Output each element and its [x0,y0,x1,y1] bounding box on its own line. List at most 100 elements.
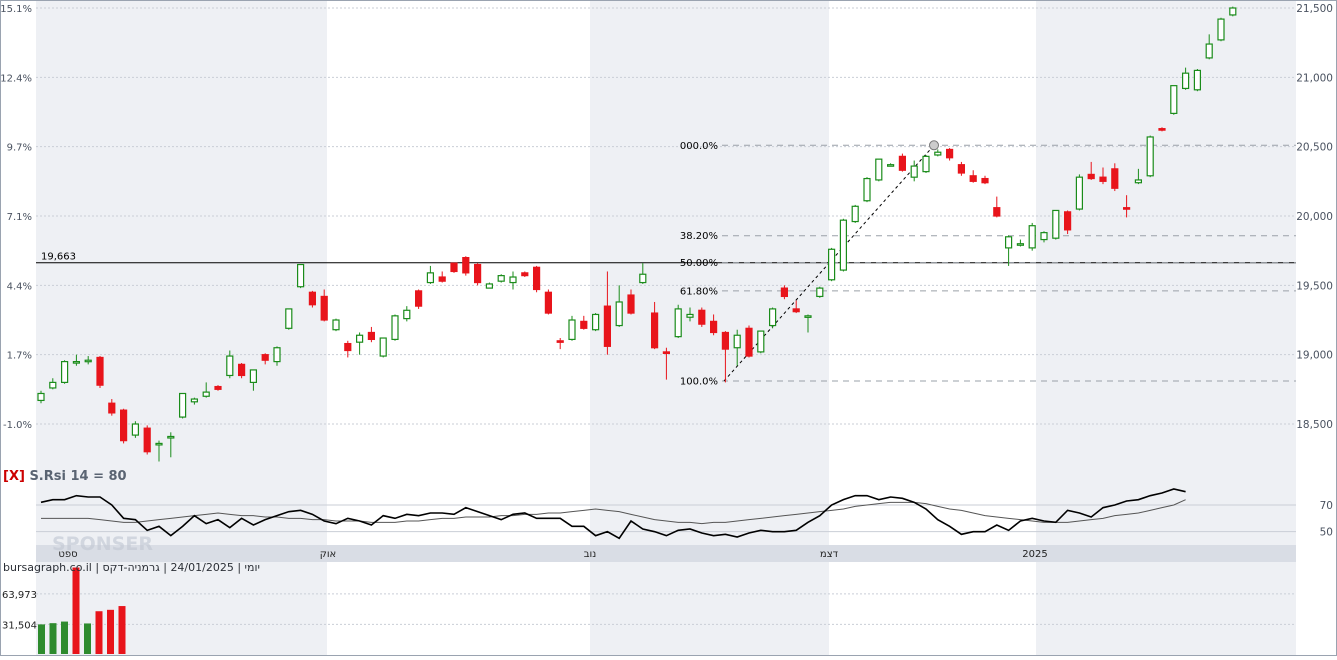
candle-body [1075,176,1084,210]
candle [226,350,234,379]
candle-body [1111,168,1119,189]
candle [934,149,942,157]
month-label: 2025 [1022,549,1047,560]
candle [497,274,505,283]
candle-body [226,355,234,377]
candle [261,353,269,365]
candle-body [1193,69,1202,91]
candle [981,175,989,185]
candle [969,170,977,183]
candle [768,307,777,329]
candle [532,265,541,293]
candle-body [60,361,69,384]
right-axis-bg [1296,0,1337,656]
candle-body [1063,211,1072,231]
candle-body [1170,85,1178,114]
candle-body [863,177,871,202]
candle [1111,163,1119,192]
candle-body [839,219,848,271]
fib-handle [929,140,939,151]
candle-body [639,273,647,284]
rsi-tick-label: 70 [1320,500,1333,512]
rsi-close-button[interactable]: [X] [3,469,25,484]
month-label: אוק [320,549,337,560]
candle-body [1099,176,1107,182]
candle [827,247,836,282]
price-tick-label: 19,000 [1296,350,1333,362]
candle-body [1122,207,1131,210]
candle [49,378,57,390]
candle [190,397,198,405]
candle-body [875,158,883,181]
percent-tick-label: 15.1% [0,4,32,15]
candle [285,308,293,330]
volume-bar [49,623,57,654]
candle [957,161,966,176]
rsi-ma-line [41,499,1186,525]
watermark-text: SPONSER [52,533,153,555]
candle-body [450,262,458,273]
rsi-label: S.Rsi 14 = 80 [29,469,127,484]
candle [273,346,281,366]
candle [745,325,753,358]
candle [96,356,104,388]
candle-body [957,164,966,174]
candle-body [155,442,163,446]
candle [591,313,600,332]
month-label: דצמ [820,549,839,560]
candle-body [851,205,859,223]
candle-body [1229,7,1237,16]
candle-body [438,276,446,282]
candle-body [261,354,269,361]
candle-body [568,319,576,341]
candle-body [273,347,281,363]
candle-body [768,308,777,327]
candle [356,332,364,355]
candle [1052,209,1060,240]
candle-body [804,315,812,318]
candle [320,289,328,322]
candle [733,329,741,366]
candle-body [886,164,895,167]
candle [1040,231,1048,243]
candle-body [556,340,564,343]
candle-body [509,276,517,284]
candle-body [238,363,246,377]
candle [108,399,116,416]
candle-body [1181,72,1190,90]
candle [1134,168,1143,185]
candle [179,392,187,419]
candle [438,271,446,283]
candle [214,385,222,391]
candle [1146,135,1154,178]
candle-body [379,337,387,357]
candle [143,425,151,455]
candle-body [415,290,423,307]
candle-body [544,291,553,314]
price-tick-label: 20,000 [1296,211,1333,223]
volume-bar [118,606,126,654]
candle [37,390,45,404]
candle-body [190,398,198,403]
candle-body [1158,128,1166,131]
reference-line-label: 19,663 [41,252,76,263]
candle-body [297,263,305,288]
candle-body [603,305,612,347]
candle [308,290,316,308]
candle [1063,210,1072,235]
volume-bar [107,609,114,654]
candle-body [922,155,930,173]
percent-tick-label: -1.0% [3,420,32,431]
price-tick-label: 21,000 [1296,72,1333,84]
candle [202,382,210,398]
candle [898,153,907,172]
month-label: נוב [584,549,597,560]
candle-body [485,283,493,289]
candle [1075,174,1084,211]
candle [238,362,246,379]
candle [1122,195,1131,218]
candle [568,315,576,341]
candle-body [403,309,411,320]
candle-body [249,369,257,384]
